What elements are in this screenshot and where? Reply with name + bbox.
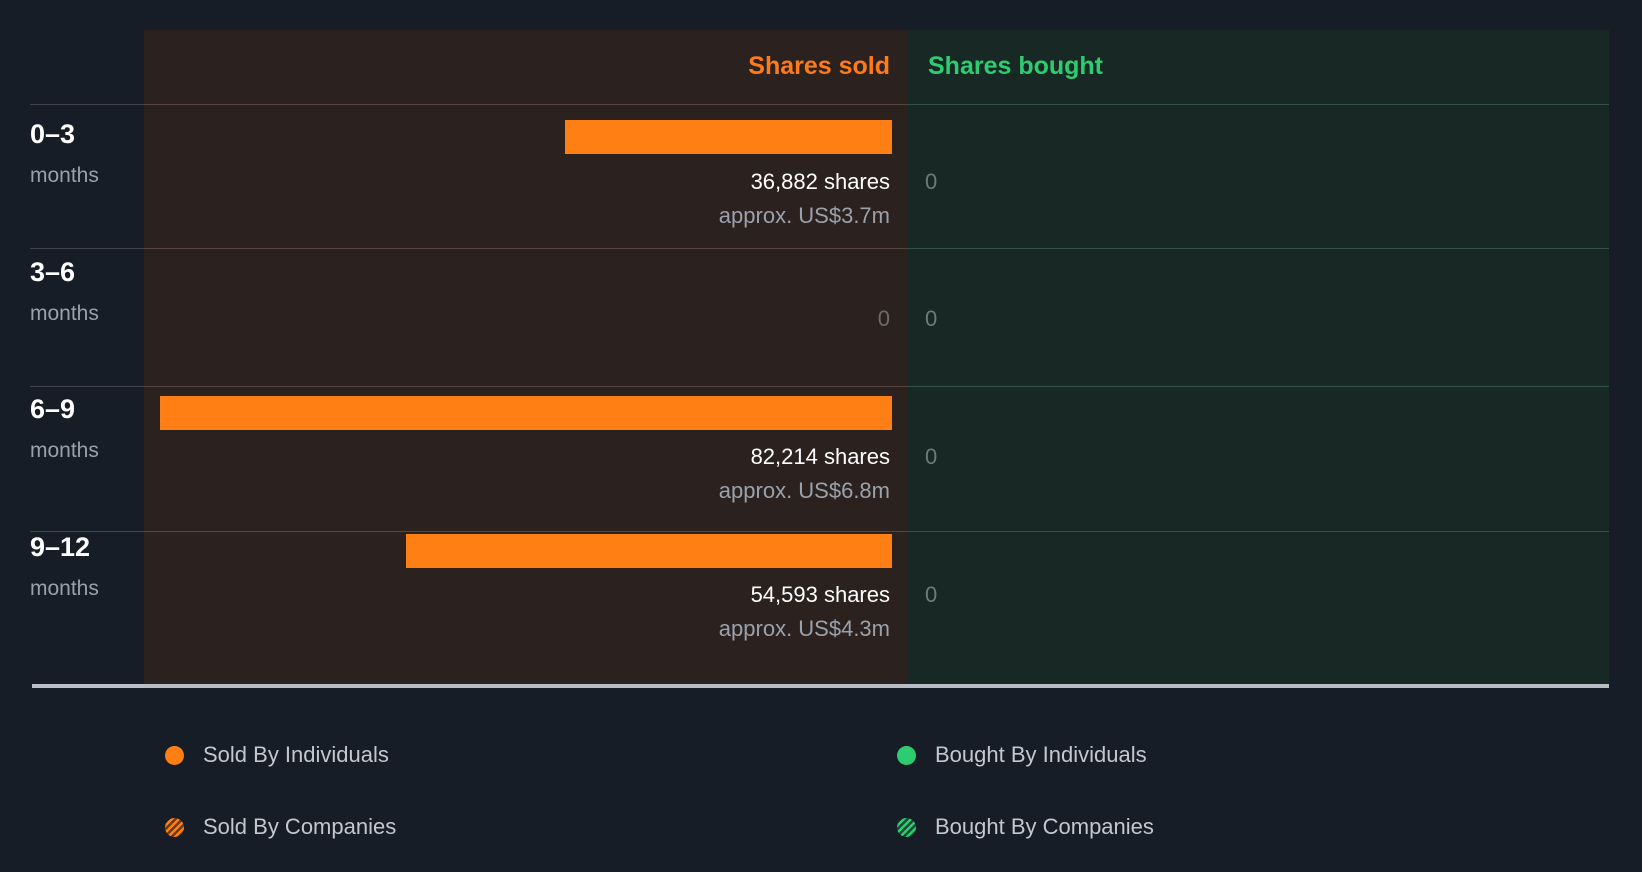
row-separator-bought — [908, 531, 1609, 532]
legend-label: Bought By Companies — [935, 814, 1154, 839]
shares-sold-bar[interactable] — [406, 534, 892, 568]
category-unit-label: months — [30, 164, 99, 187]
shares-sold-value: 54,593 shares — [750, 582, 890, 607]
hatched-orange-circle-icon — [165, 817, 184, 837]
category-range-label: 0–3 — [30, 119, 76, 149]
category-unit-label: months — [30, 439, 99, 462]
legend-label: Sold By Individuals — [203, 742, 389, 767]
row-separator-bought — [908, 104, 1609, 105]
shares-sold-value: 0 — [877, 306, 890, 331]
legend-label: Bought By Individuals — [935, 742, 1147, 767]
shares-sold-approx-value: approx. US$3.7m — [718, 203, 890, 228]
shares-bought-value: 0 — [925, 169, 938, 194]
shares-sold-value: 82,214 shares — [750, 444, 890, 469]
legend-label: Sold By Companies — [203, 814, 397, 839]
row-separator-sold — [144, 531, 908, 532]
shares-bought-value: 0 — [925, 306, 938, 331]
category-range-label: 3–6 — [30, 257, 76, 287]
row-separator-bought — [908, 386, 1609, 387]
shares-sold-column-header: Shares sold — [748, 52, 890, 80]
shares-sold-approx-value: approx. US$6.8m — [718, 478, 890, 503]
category-unit-label: months — [30, 302, 99, 325]
legend-item-bought-by-companies[interactable]: Bought By Companies — [897, 814, 1154, 840]
solid-green-circle-icon — [897, 745, 916, 765]
row-separator-sold — [144, 248, 908, 249]
category-range-label: 9–12 — [30, 532, 91, 562]
category-range-label: 6–9 — [30, 394, 76, 424]
row-separator-sold — [144, 104, 908, 105]
shares-bought-value: 0 — [925, 444, 938, 469]
row-separator-sold — [144, 386, 908, 387]
shares-sold-approx-value: approx. US$4.3m — [718, 616, 890, 641]
shares-sold-bar[interactable] — [565, 120, 892, 154]
shares-sold-bar[interactable] — [160, 396, 892, 430]
legend-item-sold-by-individuals[interactable]: Sold By Individuals — [165, 742, 389, 768]
shares-bought-column-header: Shares bought — [928, 52, 1104, 80]
shares-sold-value: 36,882 shares — [750, 169, 890, 194]
axis-baseline — [32, 684, 1609, 688]
solid-orange-circle-icon — [165, 745, 184, 765]
row-separator-bought — [908, 248, 1609, 249]
shares-bought-value: 0 — [925, 582, 938, 607]
category-unit-label: months — [30, 577, 99, 600]
legend-item-bought-by-individuals[interactable]: Bought By Individuals — [897, 742, 1147, 768]
hatched-green-circle-icon — [897, 817, 916, 837]
legend-item-sold-by-companies[interactable]: Sold By Companies — [165, 814, 396, 840]
shares-bought-column-panel — [908, 30, 1609, 686]
